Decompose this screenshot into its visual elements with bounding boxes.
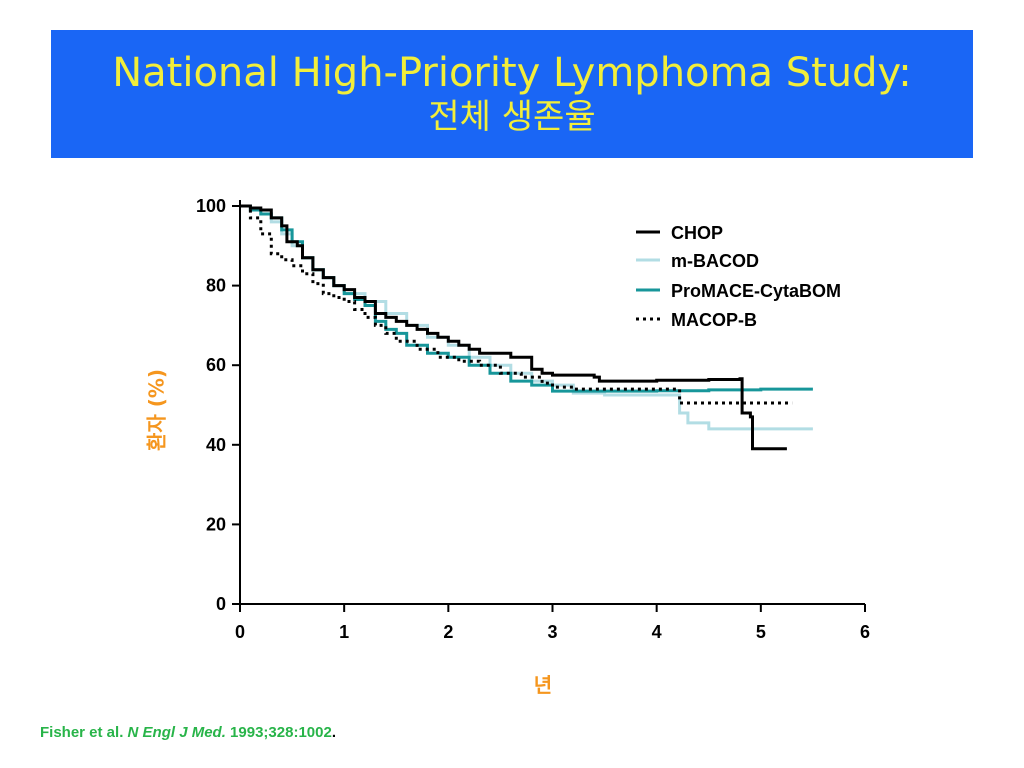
citation-journal: N Engl J Med. bbox=[127, 724, 226, 741]
x-tick-label: 5 bbox=[756, 622, 766, 642]
y-tick-label: 60 bbox=[206, 355, 226, 375]
y-tick-label: 100 bbox=[196, 196, 226, 216]
legend-label: CHOP bbox=[671, 223, 723, 243]
citation-reference: 1993;328:1002 bbox=[225, 724, 332, 741]
y-tick-label: 40 bbox=[206, 435, 226, 455]
citation-footer: Fisher et al. N Engl J Med. 1993;328:100… bbox=[40, 724, 336, 741]
title-line-1: National High-Priority Lymphoma Study: bbox=[112, 50, 912, 96]
series-line-macop-b bbox=[240, 204, 793, 405]
x-tick-label: 4 bbox=[652, 622, 662, 642]
legend-label: ProMACE-CytaBOM bbox=[671, 281, 841, 301]
chart-axes: 0 20 40 60 80 100 0 1 2 3 4 5 6 bbox=[196, 196, 870, 642]
x-tick-label: 0 bbox=[235, 622, 245, 642]
x-tick-label: 3 bbox=[547, 622, 557, 642]
series-line-chop bbox=[240, 204, 787, 451]
x-axis-label: 년 bbox=[534, 673, 552, 697]
citation-author: Fisher et al. bbox=[40, 724, 128, 741]
y-tick-label: 80 bbox=[206, 276, 226, 296]
chart-series bbox=[240, 204, 813, 451]
legend-label: m-BACOD bbox=[671, 251, 759, 271]
title-line-2: 전체 생존율 bbox=[428, 97, 596, 137]
y-tick-label: 0 bbox=[216, 594, 226, 614]
chart-legend: CHOP m-BACOD ProMACE-CytaBOM MACOP-B bbox=[636, 223, 841, 330]
legend-label: MACOP-B bbox=[671, 310, 757, 330]
citation-period: . bbox=[331, 724, 336, 741]
x-tick-label: 2 bbox=[443, 622, 453, 642]
x-tick-label: 6 bbox=[860, 622, 870, 642]
y-tick-label: 20 bbox=[206, 514, 226, 534]
y-axis-label: 환자 (%) bbox=[145, 369, 169, 451]
title-banner: National High-Priority Lymphoma Study: 전… bbox=[51, 30, 973, 158]
x-tick-label: 1 bbox=[339, 622, 349, 642]
